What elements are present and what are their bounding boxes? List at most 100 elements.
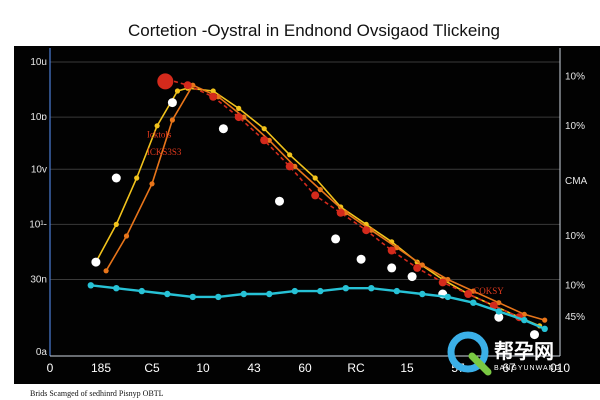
data-point — [470, 288, 476, 294]
data-point — [356, 254, 366, 264]
x-tick-label: C5 — [144, 361, 160, 375]
data-point — [445, 276, 451, 283]
series-cyan — [87, 282, 548, 332]
data-point — [266, 137, 272, 143]
peak-marker — [157, 73, 174, 90]
data-point — [275, 196, 284, 206]
right-tick-label: 10% — [565, 280, 585, 291]
left-tick-labels: 10u 10ɒ 10v 10¹- 30n 0a — [29, 57, 47, 358]
data-point — [190, 82, 196, 88]
left-tick-label: 10u — [30, 57, 47, 68]
right-tick-label: CMA — [565, 176, 588, 187]
data-point — [368, 285, 375, 292]
data-point — [387, 246, 396, 255]
data-point — [489, 301, 498, 310]
annotation: Icktols — [147, 129, 172, 139]
data-point — [183, 81, 192, 90]
data-point — [470, 299, 477, 306]
left-tick-label: 10¹- — [29, 219, 47, 230]
data-point — [87, 282, 95, 289]
data-point — [317, 287, 324, 295]
data-point — [113, 285, 120, 292]
data-point — [407, 272, 417, 282]
data-point — [419, 262, 425, 268]
x-tick-label: 43 — [247, 361, 261, 375]
x-tick-label: 60 — [298, 361, 312, 375]
data-point — [111, 173, 121, 183]
data-point — [291, 287, 298, 295]
data-point — [261, 126, 267, 132]
data-point — [311, 191, 320, 200]
data-point — [210, 88, 216, 94]
data-point — [123, 233, 130, 239]
data-point — [189, 293, 196, 301]
data-point — [394, 245, 400, 251]
x-tick-label: 15 — [400, 361, 414, 375]
x-tick-label: 0 — [47, 361, 54, 375]
data-point — [103, 268, 109, 274]
right-tick-labels: 10% 10% CMA 10% 10% 45% — [565, 72, 588, 324]
data-point — [292, 163, 298, 169]
watermark-text: 帮孕网 — [494, 339, 554, 363]
data-point — [331, 234, 341, 244]
x-tick-label: 67 — [502, 361, 516, 375]
data-point — [368, 227, 374, 233]
watermark-logo-tail-icon — [468, 352, 492, 376]
data-point — [542, 317, 548, 323]
left-tick-label: 10ɒ — [30, 112, 47, 123]
chart-title: Cortetion -Oystral in Endnond Ovsigaod T… — [128, 21, 500, 40]
data-point — [241, 114, 247, 120]
x-tick-labels: 0 185 C5 10 43 60 RC 15 57 67 010 — [47, 361, 571, 375]
data-point — [91, 257, 101, 267]
data-point — [541, 325, 548, 332]
watermark-subtext: BANGYUNWANG — [494, 365, 561, 372]
data-point — [169, 117, 175, 123]
data-point — [387, 263, 397, 273]
data-point — [215, 94, 221, 100]
series-red — [163, 75, 524, 322]
data-point — [342, 285, 349, 292]
x-tick-label: 10 — [196, 361, 210, 375]
data-point — [438, 278, 447, 287]
data-point — [167, 98, 177, 108]
annotations: Icktols ICKS3S3 COKSY — [147, 129, 504, 296]
data-point — [209, 92, 218, 101]
left-tick-label: 10v — [31, 164, 47, 175]
series-layer — [87, 73, 548, 340]
data-point — [312, 175, 318, 181]
series-line — [95, 87, 540, 327]
data-point — [164, 290, 171, 298]
data-point — [266, 290, 273, 298]
series-orange — [103, 82, 548, 323]
data-point — [521, 311, 527, 317]
data-point — [154, 123, 160, 129]
data-point — [215, 293, 222, 301]
series-line — [167, 78, 520, 318]
data-point — [287, 152, 293, 158]
data-point — [174, 88, 181, 94]
watermark: 帮孕网 BANGYUNWANG — [447, 331, 561, 376]
data-point — [521, 316, 528, 324]
data-point — [343, 210, 349, 216]
chart-caption: Brids Scamged of sedhinrd Pisnyp OBTL — [30, 389, 164, 398]
data-point — [134, 175, 140, 181]
data-point — [495, 308, 502, 315]
data-point — [413, 263, 422, 272]
left-tick-label: 30n — [30, 275, 47, 286]
data-point — [260, 136, 269, 145]
data-point — [494, 312, 504, 322]
data-point — [336, 208, 345, 217]
data-point — [419, 290, 426, 298]
data-point — [285, 162, 294, 171]
data-point — [138, 287, 145, 295]
right-tick-label: 45% — [565, 312, 585, 323]
left-tick-label: 0a — [36, 347, 48, 358]
plot-background — [14, 46, 600, 384]
data-point — [234, 113, 243, 122]
data-point — [530, 330, 539, 340]
annotation: COKSY — [473, 286, 504, 296]
data-point — [236, 105, 242, 111]
right-tick-label: 10% — [565, 121, 585, 132]
x-tick-label: 010 — [550, 361, 570, 375]
data-point — [218, 124, 228, 134]
